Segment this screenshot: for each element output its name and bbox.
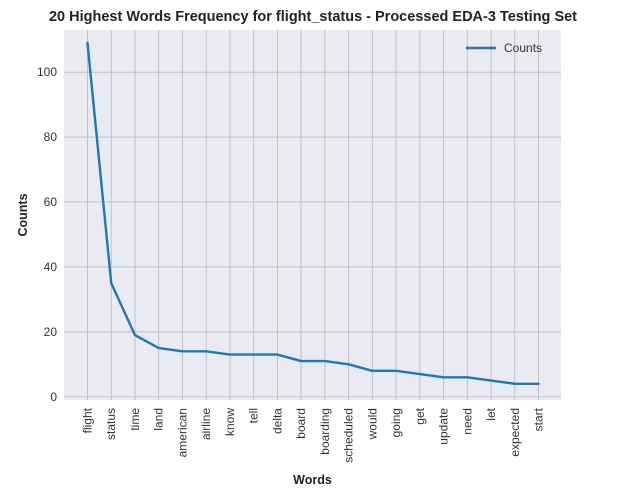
data-point-tell (252, 353, 255, 356)
y-tick-label-0: 0 (50, 390, 57, 404)
data-point-boarding (323, 360, 326, 362)
data-point-let (490, 379, 492, 382)
x-tick-label-tell: tell (247, 408, 261, 423)
gridlines (64, 30, 561, 400)
x-tick-label-time: time (128, 408, 142, 431)
data-point-time (134, 334, 136, 336)
x-tick-label-going: going (389, 408, 403, 437)
data-point-flight (86, 42, 89, 44)
data-point-airline (205, 350, 208, 353)
data-point-expected (513, 382, 516, 385)
x-tick-label-airline: airline (199, 408, 213, 440)
x-tick-label-scheduled: scheduled (342, 408, 356, 463)
x-tick-label-delta: delta (270, 408, 284, 434)
data-point-know (229, 353, 231, 356)
y-axis-ticks: 0 20 40 60 80 100 (37, 65, 57, 404)
x-tick-label-expected: expected (508, 408, 522, 457)
data-point-board (300, 360, 303, 362)
legend-label-counts: Counts (504, 41, 542, 55)
data-point-update (442, 376, 445, 379)
y-tick-label-60: 60 (44, 195, 58, 209)
x-tick-label-let: let (484, 407, 498, 420)
data-point-delta (276, 353, 279, 356)
x-tick-label-would: would (365, 408, 379, 440)
y-tick-label-100: 100 (37, 65, 57, 79)
x-tick-label-board: board (294, 408, 308, 439)
y-axis-label: Counts (16, 193, 30, 236)
x-axis-label: Words (293, 473, 332, 487)
x-tick-label-need: need (460, 408, 474, 435)
legend: Counts (466, 41, 542, 55)
data-point-land (157, 347, 160, 349)
x-axis-ticks: flight status time land american airline know t… (81, 407, 546, 462)
y-tick-label-40: 40 (44, 260, 58, 274)
x-tick-label-status: status (104, 408, 118, 440)
x-tick-label-update: update (437, 408, 451, 445)
data-point-get (418, 373, 421, 375)
data-point-american (181, 350, 184, 353)
data-point-going (395, 369, 397, 372)
y-tick-label-80: 80 (44, 130, 58, 144)
series-line-counts (86, 41, 540, 385)
data-point-start (537, 382, 540, 385)
x-tick-label-flight: flight (81, 407, 95, 433)
series-lines (86, 41, 540, 385)
y-tick-label-20: 20 (44, 325, 58, 339)
x-tick-label-know: know (223, 408, 237, 436)
x-tick-label-get: get (413, 407, 427, 424)
x-tick-label-start: start (532, 407, 546, 431)
data-point-would (371, 369, 374, 372)
data-point-status (110, 282, 113, 285)
data-point-scheduled (347, 363, 350, 366)
data-point-need (466, 376, 469, 379)
x-tick-label-boarding: boarding (318, 408, 332, 455)
x-tick-label-american: american (175, 408, 189, 457)
plot-area (64, 30, 561, 400)
chart-title: 20 Highest Words Frequency for flight_st… (49, 9, 577, 25)
x-tick-label-land: land (152, 408, 166, 431)
